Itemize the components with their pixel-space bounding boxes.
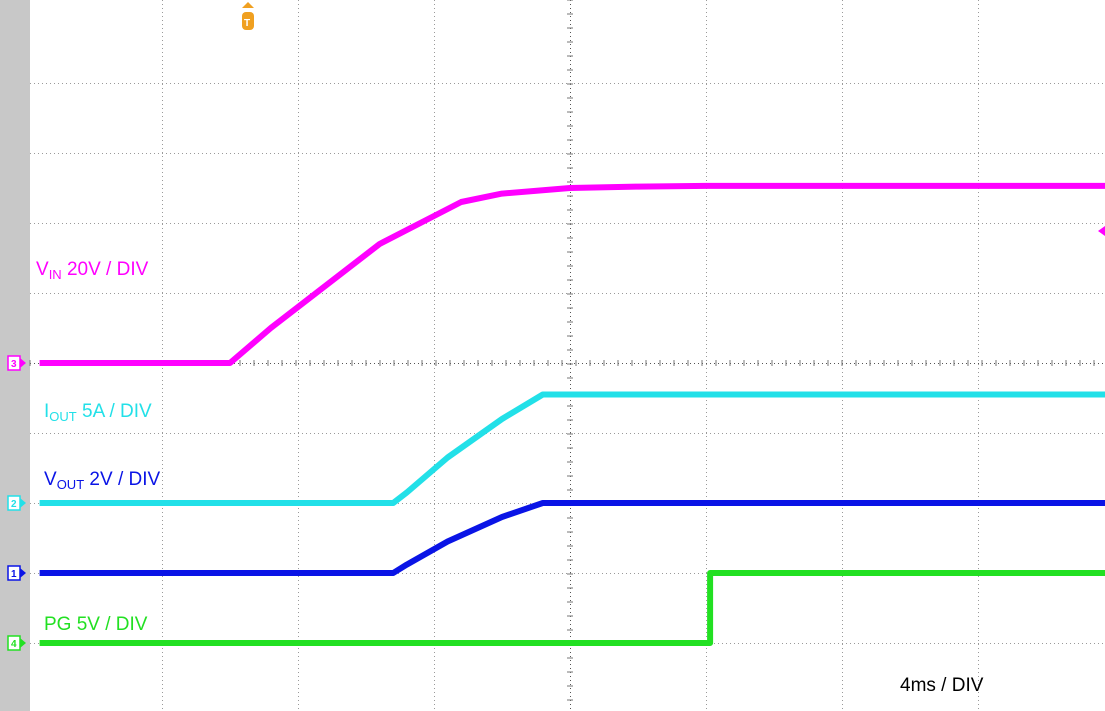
trace-channel-3 (39, 182, 1105, 366)
trace-channel-2 (39, 391, 1105, 506)
channel-3-right-marker (1098, 226, 1105, 236)
channel-3-marker: 3 (7, 355, 26, 371)
channel-4-number: 4 (11, 639, 17, 650)
channel-markers: 3 2 1 4 (7, 355, 26, 651)
channel-1-number: 1 (11, 569, 17, 580)
trace-channel-4 (39, 570, 1105, 646)
channel-2-number: 2 (11, 499, 17, 510)
channel-1-label: VOUT 2V / DIV (44, 469, 160, 492)
traces (39, 182, 1105, 646)
timebase-label: 4ms / DIV (900, 675, 984, 696)
channel-3-label: VIN 20V / DIV (36, 259, 149, 282)
trigger-marker: T (242, 2, 254, 30)
channel-4-marker: 4 (7, 635, 26, 651)
channel-1-marker: 1 (7, 565, 26, 581)
trace-channel-1 (39, 500, 1105, 576)
channel-3-number: 3 (11, 359, 17, 370)
svg-text:T: T (244, 18, 250, 29)
channel-2-label: IOUT 5A / DIV (44, 401, 152, 424)
channel-4-label: PG 5V / DIV (44, 614, 148, 635)
plot-background (30, 0, 1105, 711)
channel-2-marker: 2 (7, 495, 26, 511)
